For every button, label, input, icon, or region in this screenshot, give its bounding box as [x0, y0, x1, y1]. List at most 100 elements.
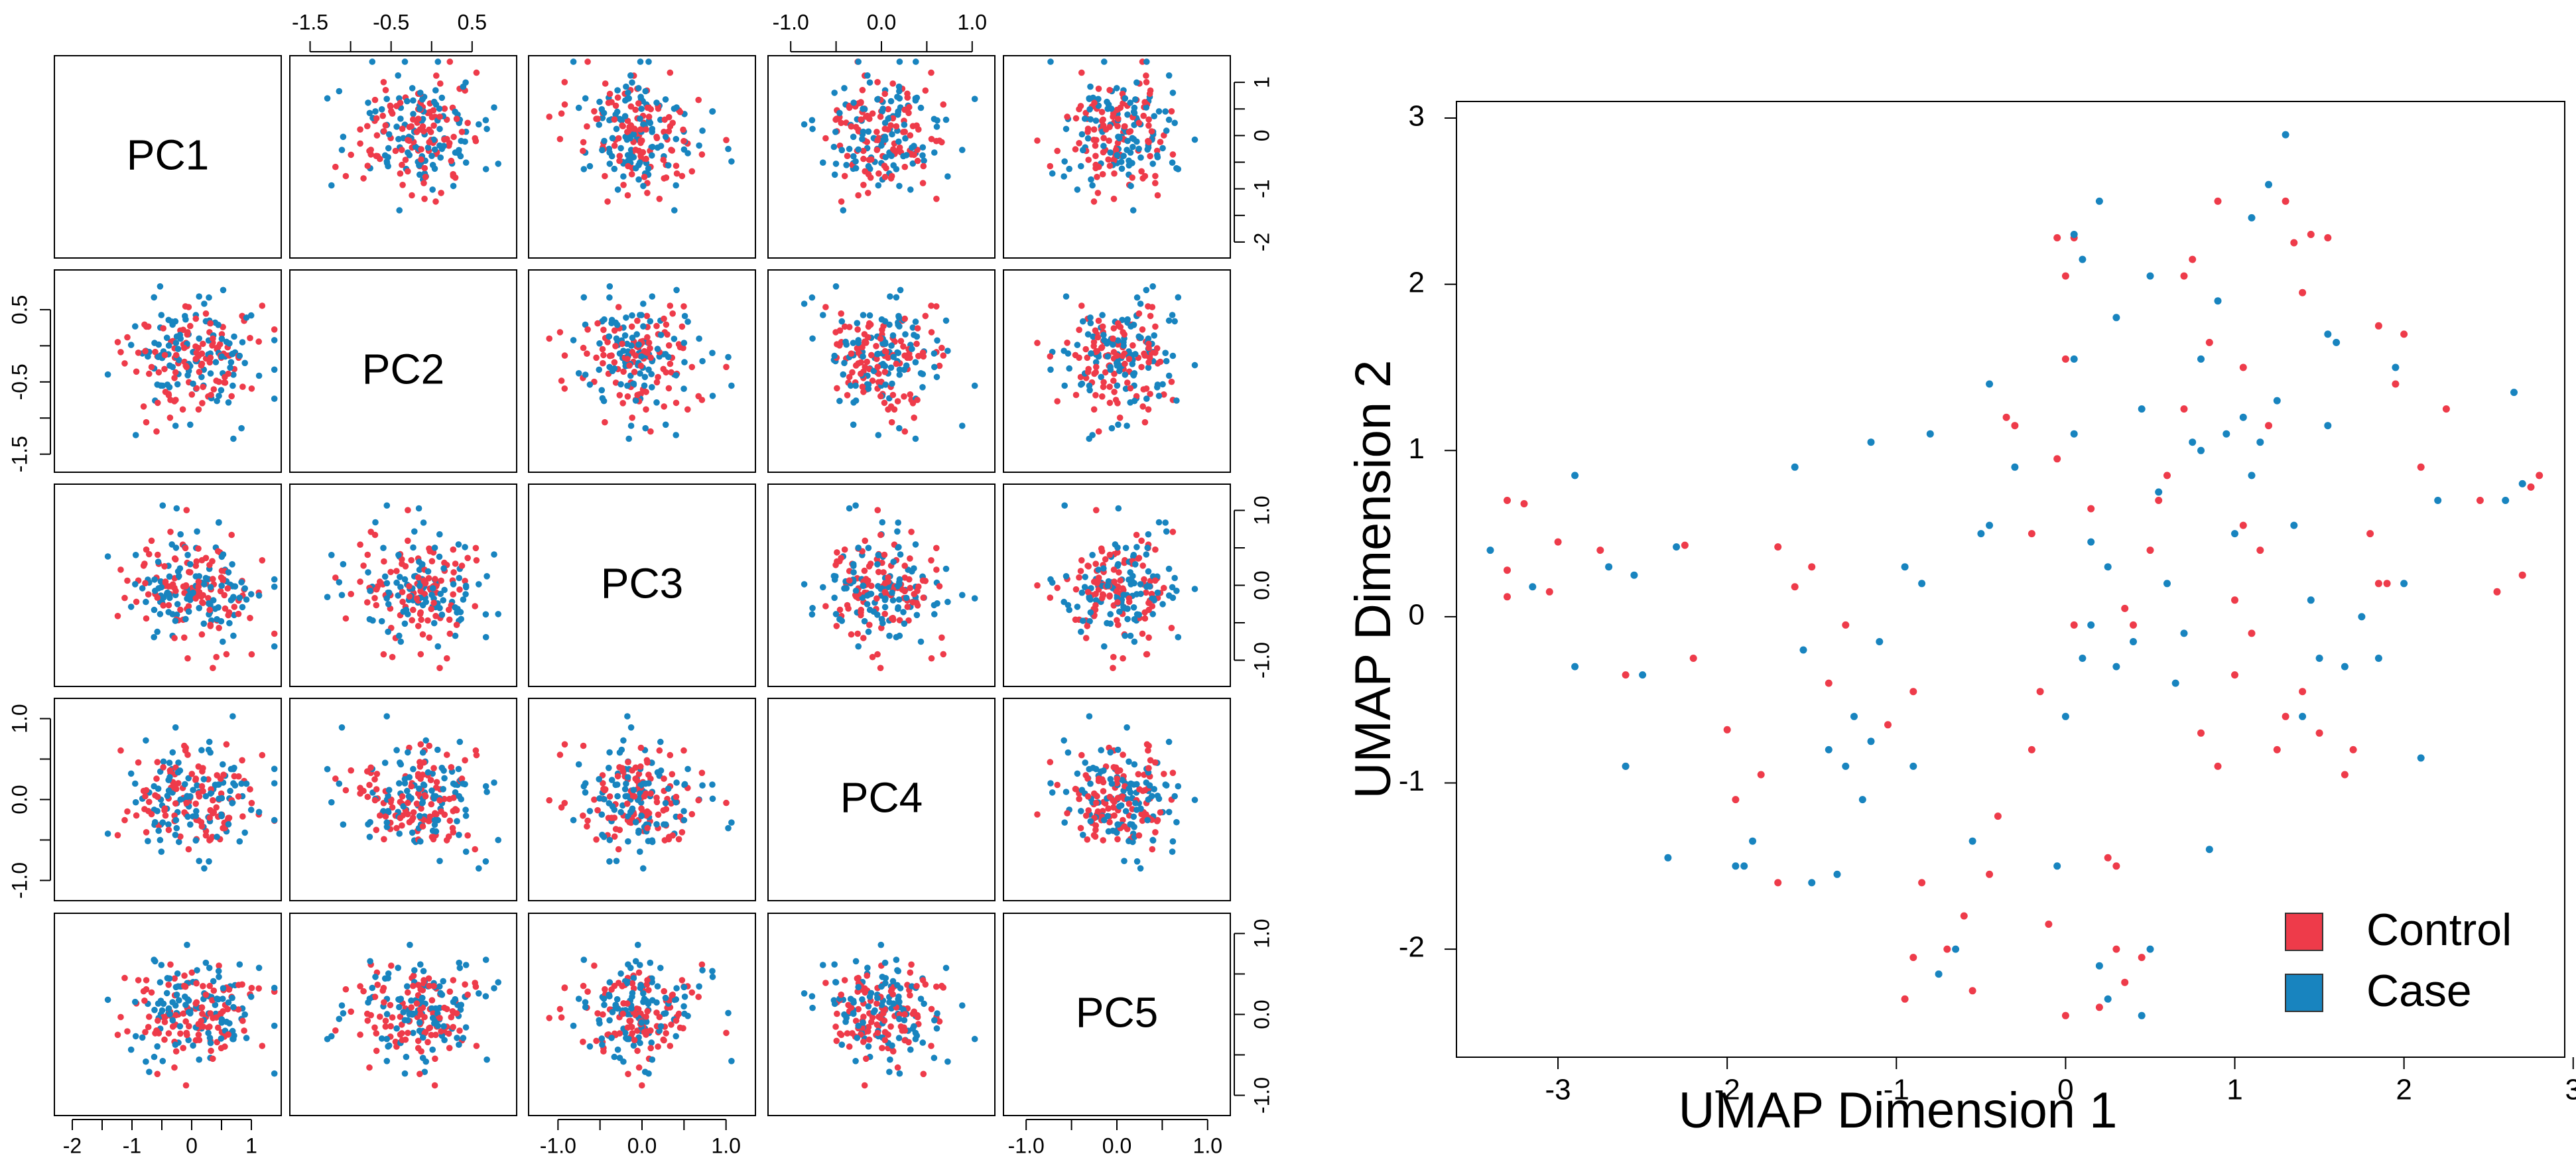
control-point: [660, 157, 667, 163]
case-point: [214, 615, 220, 623]
case-point: [410, 111, 417, 117]
case-point: [236, 352, 243, 359]
case-point: [1086, 106, 1093, 113]
case-point: [403, 1053, 410, 1061]
case-point: [1145, 531, 1152, 538]
case-point: [194, 528, 200, 535]
case-point: [2231, 530, 2238, 538]
control-point: [1106, 793, 1114, 801]
case-point: [452, 604, 458, 611]
case-point: [903, 594, 910, 602]
control-point: [873, 1021, 881, 1028]
case-point: [454, 1035, 460, 1041]
control-point: [561, 79, 568, 86]
pairs-tick-label-PC1: 1: [1250, 76, 1273, 88]
case-point: [649, 293, 656, 300]
case-point: [2070, 355, 2078, 363]
case-point: [606, 333, 613, 340]
case-point: [440, 565, 447, 572]
case-point: [942, 317, 950, 324]
case-point: [155, 1000, 162, 1007]
case-point: [177, 531, 184, 538]
control-point: [161, 1019, 168, 1025]
case-point: [896, 632, 903, 639]
case-point: [419, 994, 426, 1001]
control-point: [357, 126, 363, 133]
control-point: [558, 804, 565, 811]
control-point: [406, 583, 413, 590]
case-point: [913, 1032, 921, 1039]
case-point: [255, 372, 263, 379]
case-point: [172, 1041, 179, 1048]
control-point: [900, 343, 907, 350]
control-point: [862, 537, 868, 545]
control-point: [377, 578, 383, 585]
control-point: [1098, 109, 1106, 115]
case-point: [411, 967, 418, 974]
case-point: [1169, 584, 1176, 591]
control-point: [1034, 811, 1041, 818]
case-point: [2248, 472, 2256, 480]
case-point: [417, 90, 424, 96]
control-point: [673, 1017, 680, 1024]
case-point: [1063, 573, 1070, 580]
case-point: [1063, 789, 1070, 795]
control-point: [1918, 879, 1926, 887]
control-point: [357, 140, 363, 147]
case-point: [239, 339, 246, 346]
case-point: [1064, 602, 1072, 609]
control-point: [1149, 846, 1156, 853]
case-point: [417, 961, 424, 968]
case-point: [365, 569, 371, 576]
case-point: [662, 1010, 669, 1017]
control-point: [450, 172, 457, 180]
case-point: [243, 780, 250, 787]
case-point: [649, 152, 655, 159]
control-point: [155, 399, 161, 407]
control-point: [904, 90, 911, 97]
control-point: [393, 103, 400, 109]
case-point: [226, 619, 233, 627]
control-point: [428, 1031, 435, 1039]
case-point: [1732, 862, 1740, 870]
case-point: [429, 1015, 436, 1021]
control-point: [140, 787, 147, 795]
case-point: [1129, 361, 1136, 367]
control-point: [556, 329, 564, 336]
control-point: [196, 369, 203, 375]
control-point: [667, 69, 674, 76]
control-point: [393, 568, 400, 574]
case-point: [214, 397, 220, 405]
control-point: [867, 174, 874, 181]
case-point: [434, 58, 442, 65]
control-point: [235, 793, 242, 800]
control-point: [663, 1030, 669, 1037]
control-point: [859, 87, 866, 94]
case-point: [606, 749, 613, 756]
case-point: [657, 964, 664, 972]
control-point: [1145, 122, 1152, 129]
case-point: [638, 105, 645, 112]
case-point: [582, 371, 589, 378]
case-point: [163, 990, 170, 997]
control-point: [206, 359, 214, 366]
case-point: [896, 58, 903, 65]
case-point: [1165, 738, 1173, 745]
case-point: [1159, 145, 1166, 152]
control-point: [222, 373, 228, 381]
case-point: [570, 816, 577, 824]
control-point: [472, 846, 478, 853]
case-point: [495, 836, 501, 844]
case-point: [495, 161, 501, 167]
control-point: [1120, 655, 1126, 662]
case-point: [1130, 604, 1137, 611]
case-point: [401, 58, 409, 65]
case-point: [1169, 312, 1176, 318]
case-point: [406, 1011, 413, 1017]
control-point: [863, 340, 869, 346]
case-point: [437, 590, 444, 598]
case-point: [271, 643, 278, 650]
control-point: [881, 551, 888, 558]
case-point: [440, 978, 446, 985]
control-point: [208, 1047, 214, 1055]
